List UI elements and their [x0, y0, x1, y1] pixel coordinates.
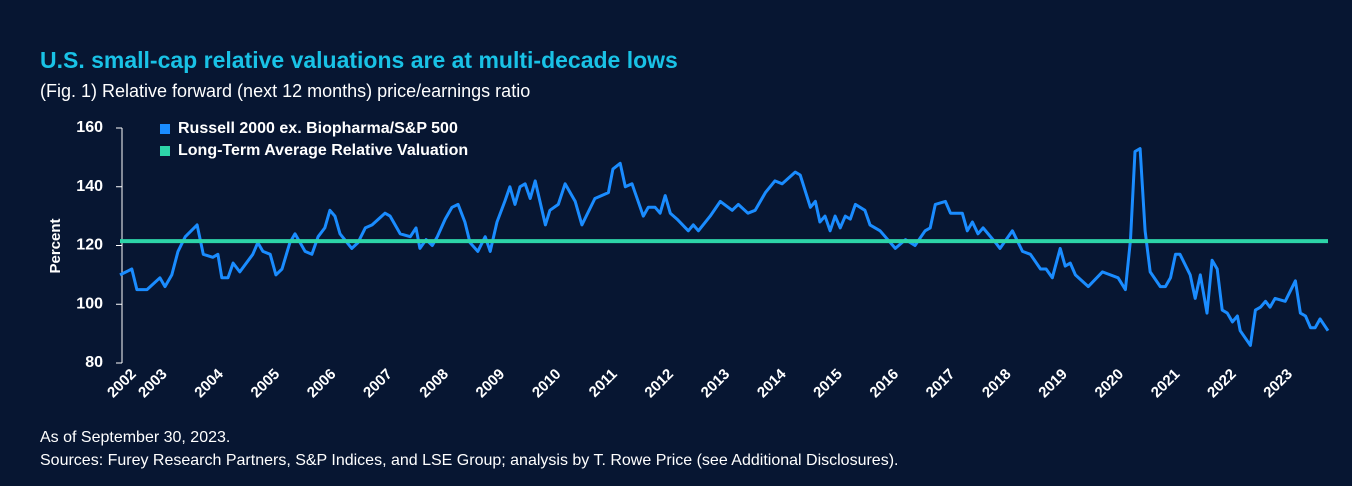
note: As of September 30, 2023. [40, 429, 230, 446]
legend-swatch [160, 124, 170, 134]
chart-title: U.S. small-cap relative valuations are a… [40, 47, 678, 73]
y-tick-label: 120 [76, 237, 103, 254]
y-tick-label: 160 [76, 119, 103, 136]
y-tick-label: 100 [76, 295, 103, 312]
y-tick-label: 140 [76, 178, 103, 195]
legend-label: Russell 2000 ex. Biopharma/S&P 500 [178, 120, 458, 137]
note: Sources: Furey Research Partners, S&P In… [40, 452, 898, 469]
y-axis-label: Percent [47, 218, 64, 273]
series-line [119, 147, 1330, 347]
legend-swatch [160, 146, 170, 156]
chart-subtitle: (Fig. 1) Relative forward (next 12 month… [40, 81, 530, 101]
legend-label: Long-Term Average Relative Valuation [178, 142, 468, 159]
y-tick-label: 80 [85, 354, 103, 371]
